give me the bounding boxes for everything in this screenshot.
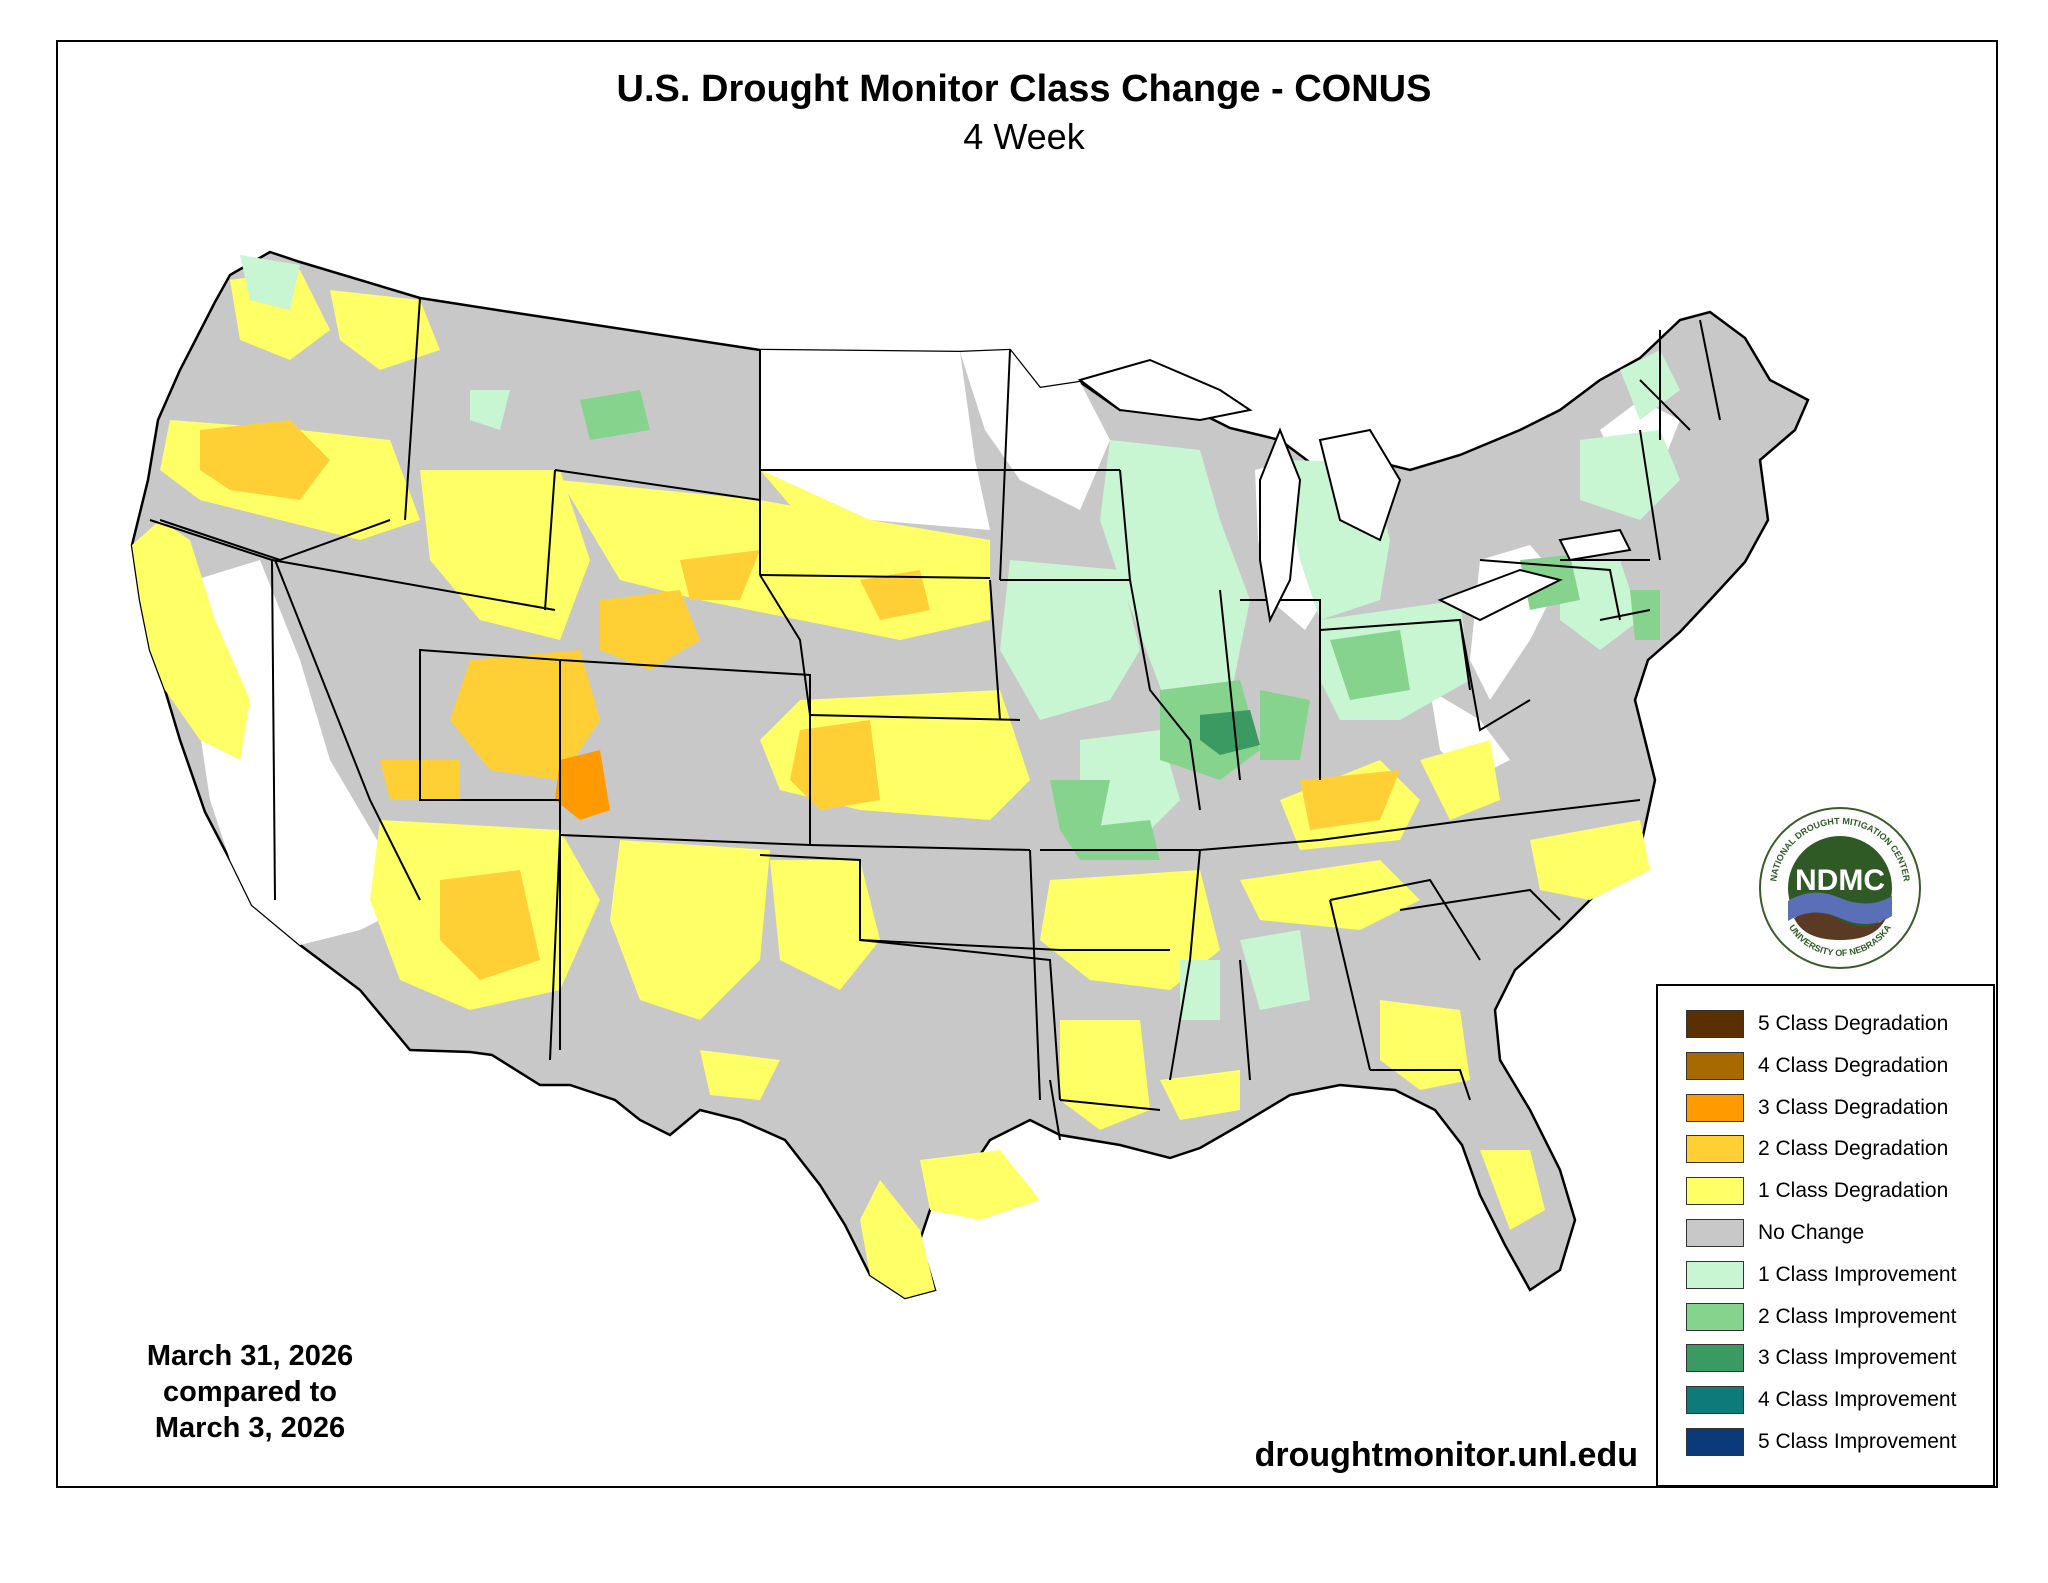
legend-label: No Change xyxy=(1758,1221,1865,1244)
legend-label: 5 Class Improvement xyxy=(1758,1430,1957,1453)
legend-label: 4 Class Improvement xyxy=(1758,1388,1957,1412)
legend-item: No Change xyxy=(1686,1219,1864,1247)
legend-item: 5 Class Improvement xyxy=(1686,1428,1956,1456)
legend-label: 5 Class Degradation xyxy=(1758,1012,1949,1035)
website-link[interactable]: droughtmonitor.unl.edu xyxy=(1254,1436,1638,1474)
legend-item: 2 Class Degradation xyxy=(1686,1135,1949,1164)
legend-item: 2 Class Improvement xyxy=(1686,1302,1957,1331)
legend-item: 5 Class Degradation xyxy=(1686,1010,1948,1038)
legend-item: 1 Class Improvement xyxy=(1686,1260,1957,1289)
legend-swatch xyxy=(1686,1010,1744,1038)
ndmc-logo: NDMC NATIONAL DROUGHT MITIGATION CENTER … xyxy=(1759,807,1921,969)
legend-swatch xyxy=(1686,1135,1744,1164)
legend-swatch xyxy=(1686,1428,1744,1456)
degradation-3-regions xyxy=(555,750,610,820)
legend-swatch xyxy=(1686,1219,1744,1247)
legend-swatch xyxy=(1686,1093,1744,1122)
legend-label: 2 Class Degradation xyxy=(1758,1137,1949,1161)
legend: 5 Class Degradation 4 Class Degradation 3 … xyxy=(1656,984,1995,1487)
previous-date: March 3, 2026 xyxy=(154,1412,346,1444)
legend-item: 4 Class Improvement xyxy=(1686,1386,1957,1415)
date-comparison: March 31, 2026 compared to March 3, 2026 xyxy=(110,1338,390,1446)
improvement-3-regions xyxy=(1200,710,1260,755)
legend-swatch xyxy=(1686,1344,1744,1373)
legend-label: 2 Class Improvement xyxy=(1758,1304,1957,1328)
legend-label: 1 Class Improvement xyxy=(1758,1262,1957,1286)
legend-label: 1 Class Degradation xyxy=(1758,1179,1949,1203)
legend-item: 1 Class Degradation xyxy=(1686,1177,1949,1206)
state-boundaries xyxy=(149,297,1721,1141)
compared-to-label: compared to xyxy=(162,1376,338,1408)
legend-label: 4 Class Degradation xyxy=(1758,1053,1949,1077)
legend-item: 3 Class Degradation xyxy=(1686,1093,1949,1122)
current-date: March 31, 2026 xyxy=(146,1340,354,1372)
legend-swatch xyxy=(1686,1177,1744,1206)
great-lakes xyxy=(1077,358,1632,624)
legend-swatch xyxy=(1686,1302,1744,1331)
legend-swatch xyxy=(1686,1051,1744,1080)
legend-label: 3 Class Improvement xyxy=(1758,1346,1957,1370)
logo-text: NDMC xyxy=(1795,864,1885,897)
legend-item: 4 Class Degradation xyxy=(1686,1051,1949,1080)
legend-swatch xyxy=(1686,1260,1744,1289)
map-title: U.S. Drought Monitor Class Change - CONU… xyxy=(616,68,1432,110)
legend-swatch xyxy=(1686,1386,1744,1415)
legend-label: 3 Class Degradation xyxy=(1758,1095,1949,1119)
map-subtitle: 4 Week xyxy=(963,116,1085,157)
degradation-2-regions xyxy=(200,420,1400,980)
legend-item: 3 Class Improvement xyxy=(1686,1344,1957,1373)
